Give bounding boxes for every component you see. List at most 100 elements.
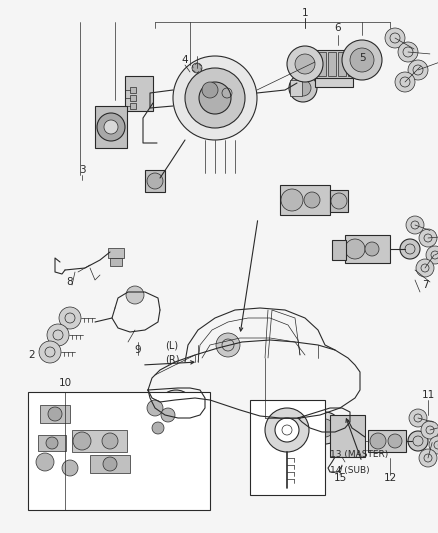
Circle shape	[416, 259, 434, 277]
Circle shape	[316, 419, 334, 437]
Circle shape	[46, 437, 58, 449]
Circle shape	[350, 48, 374, 72]
Circle shape	[265, 408, 309, 452]
Circle shape	[104, 120, 118, 134]
Circle shape	[345, 239, 365, 259]
Circle shape	[158, 390, 194, 426]
Circle shape	[147, 173, 163, 189]
Circle shape	[287, 46, 323, 82]
Text: (R): (R)	[165, 355, 180, 365]
Circle shape	[295, 54, 315, 74]
Text: 1: 1	[302, 8, 308, 18]
Circle shape	[97, 113, 125, 141]
Circle shape	[421, 421, 438, 439]
Text: 5: 5	[360, 53, 366, 63]
Bar	[38, 435, 66, 451]
Circle shape	[309, 412, 341, 444]
Text: 14 (SUB): 14 (SUB)	[330, 465, 370, 474]
Bar	[280, 185, 330, 215]
Bar	[368, 430, 406, 452]
Text: 13 (MASTER): 13 (MASTER)	[330, 450, 388, 459]
Circle shape	[48, 407, 62, 421]
Circle shape	[388, 434, 402, 448]
Bar	[332, 240, 346, 260]
Circle shape	[39, 341, 61, 363]
Text: 12: 12	[383, 473, 397, 483]
Circle shape	[342, 40, 382, 80]
Text: 4: 4	[182, 55, 188, 65]
Bar	[28, 392, 210, 510]
Bar	[125, 76, 153, 111]
Bar	[40, 405, 70, 423]
Circle shape	[370, 433, 386, 449]
Circle shape	[199, 82, 231, 114]
Circle shape	[295, 80, 311, 96]
Circle shape	[408, 60, 428, 80]
Circle shape	[398, 42, 418, 62]
Circle shape	[36, 453, 54, 471]
Text: 9: 9	[135, 345, 141, 355]
Bar	[145, 170, 165, 192]
Bar	[95, 106, 127, 148]
Text: 2: 2	[28, 350, 35, 360]
Circle shape	[62, 460, 78, 476]
Circle shape	[281, 189, 303, 211]
Bar	[110, 258, 122, 266]
Circle shape	[400, 239, 420, 259]
Circle shape	[365, 242, 379, 256]
Text: 10: 10	[58, 378, 71, 388]
Text: 8: 8	[67, 277, 73, 287]
Circle shape	[275, 418, 299, 442]
Circle shape	[216, 333, 240, 357]
Circle shape	[419, 449, 437, 467]
Bar	[72, 430, 127, 452]
Circle shape	[103, 457, 117, 471]
Circle shape	[202, 82, 218, 98]
Text: 15: 15	[333, 473, 346, 483]
Bar	[90, 455, 130, 473]
Bar	[108, 248, 124, 258]
Circle shape	[289, 74, 317, 102]
Text: 11: 11	[421, 390, 434, 400]
Circle shape	[385, 28, 405, 48]
Text: 6: 6	[335, 23, 341, 33]
Circle shape	[173, 56, 257, 140]
Circle shape	[426, 246, 438, 264]
Circle shape	[126, 286, 144, 304]
Bar	[305, 50, 360, 78]
Bar	[330, 415, 365, 457]
Bar	[330, 190, 348, 212]
Bar	[130, 87, 136, 93]
Circle shape	[192, 63, 202, 73]
Circle shape	[409, 409, 427, 427]
Circle shape	[419, 229, 437, 247]
Circle shape	[408, 431, 428, 451]
Circle shape	[395, 72, 415, 92]
Circle shape	[406, 216, 424, 234]
Bar	[315, 55, 353, 87]
Circle shape	[185, 68, 245, 128]
Bar	[130, 95, 136, 101]
Text: (L): (L)	[165, 340, 178, 350]
Bar	[290, 80, 302, 96]
Circle shape	[161, 408, 175, 422]
Bar	[250, 400, 325, 495]
Circle shape	[47, 324, 69, 346]
Bar	[130, 103, 136, 109]
Circle shape	[152, 422, 164, 434]
Circle shape	[102, 433, 118, 449]
Circle shape	[304, 192, 320, 208]
Bar	[348, 52, 356, 76]
Circle shape	[147, 400, 163, 416]
Bar	[338, 52, 346, 76]
Text: 7: 7	[422, 280, 428, 290]
Text: 3: 3	[79, 165, 85, 175]
Circle shape	[73, 432, 91, 450]
Bar	[308, 52, 316, 76]
Bar	[345, 235, 390, 263]
Circle shape	[331, 193, 347, 209]
Circle shape	[59, 307, 81, 329]
Bar	[318, 52, 326, 76]
Bar	[328, 52, 336, 76]
Circle shape	[429, 436, 438, 454]
